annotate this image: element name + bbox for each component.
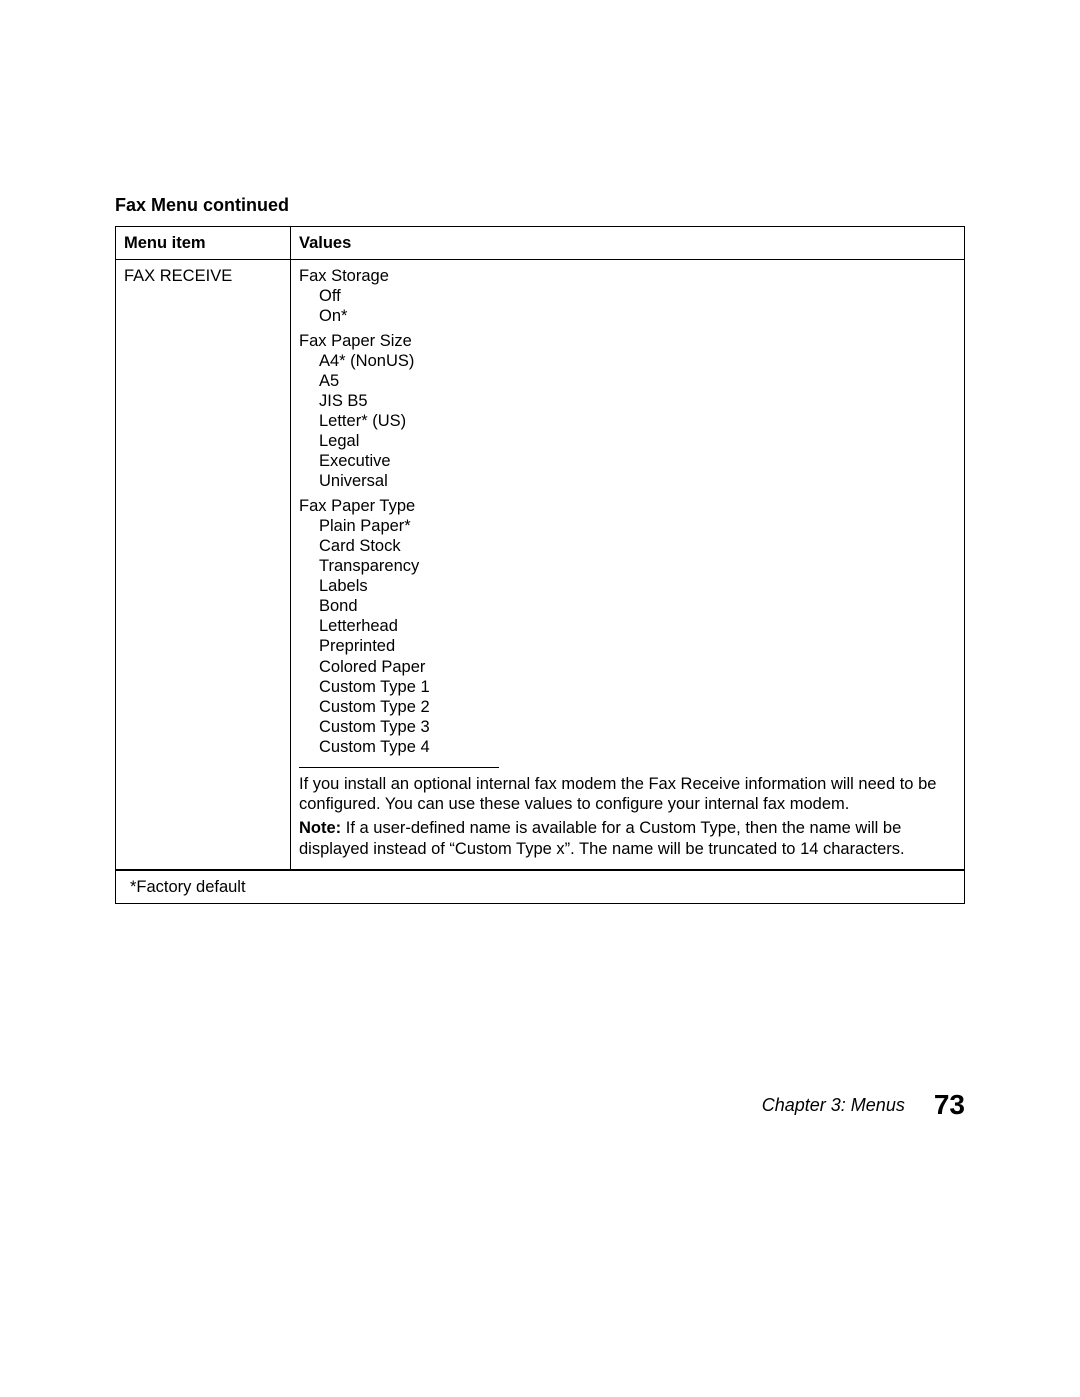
table-header-row: Menu item Values	[116, 227, 965, 260]
divider	[299, 767, 499, 768]
value-option: Executive	[319, 451, 956, 471]
cell-values: Fax Storage Off On* Fax Paper Size A4* (…	[291, 260, 965, 870]
value-options: Off On*	[299, 286, 956, 326]
cell-menu-item: FAX RECEIVE	[116, 260, 291, 870]
value-option: Custom Type 3	[319, 717, 956, 737]
value-group: Fax Paper Size A4* (NonUS) A5 JIS B5 Let…	[299, 331, 956, 492]
value-options: Plain Paper* Card Stock Transparency Lab…	[299, 516, 956, 758]
table-title: Fax Menu continued	[115, 195, 965, 216]
value-option: Letterhead	[319, 616, 956, 636]
value-option: Off	[319, 286, 956, 306]
header-menu-item: Menu item	[116, 227, 291, 260]
value-option: On*	[319, 306, 956, 326]
value-option: Colored Paper	[319, 657, 956, 677]
footer-page-number: 73	[934, 1089, 965, 1120]
value-option: JIS B5	[319, 391, 956, 411]
value-group-label: Fax Paper Size	[299, 331, 956, 351]
value-group: Fax Storage Off On*	[299, 266, 956, 326]
document-page: Fax Menu continued Menu item Values FAX …	[0, 0, 1080, 1397]
value-option: A5	[319, 371, 956, 391]
value-group-label: Fax Storage	[299, 266, 956, 286]
value-option: Custom Type 4	[319, 737, 956, 757]
note-text: If a user-defined name is available for …	[299, 819, 905, 857]
footer-chapter: Chapter 3: Menus	[762, 1095, 905, 1115]
value-options: A4* (NonUS) A5 JIS B5 Letter* (US) Legal…	[299, 351, 956, 492]
value-option: Custom Type 2	[319, 697, 956, 717]
value-group-label: Fax Paper Type	[299, 496, 956, 516]
value-option: Transparency	[319, 556, 956, 576]
value-option: Bond	[319, 596, 956, 616]
value-group: Fax Paper Type Plain Paper* Card Stock T…	[299, 496, 956, 758]
factory-default-note: *Factory default	[116, 870, 965, 904]
header-values: Values	[291, 227, 965, 260]
value-option: Preprinted	[319, 636, 956, 656]
value-option: Letter* (US)	[319, 411, 956, 431]
note-paragraph: Note: If a user-defined name is availabl…	[299, 818, 956, 858]
page-footer: Chapter 3: Menus 73	[762, 1089, 965, 1121]
value-option: Legal	[319, 431, 956, 451]
value-option: Card Stock	[319, 536, 956, 556]
value-option: Universal	[319, 471, 956, 491]
fax-menu-table: Menu item Values FAX RECEIVE Fax Storage…	[115, 226, 965, 904]
value-option: Labels	[319, 576, 956, 596]
value-option: Custom Type 1	[319, 677, 956, 697]
table-footer-row: *Factory default	[116, 870, 965, 904]
note-label: Note:	[299, 819, 341, 837]
value-option: A4* (NonUS)	[319, 351, 956, 371]
info-paragraph: If you install an optional internal fax …	[299, 774, 956, 814]
value-option: Plain Paper*	[319, 516, 956, 536]
table-row: FAX RECEIVE Fax Storage Off On* Fax Pape…	[116, 260, 965, 870]
